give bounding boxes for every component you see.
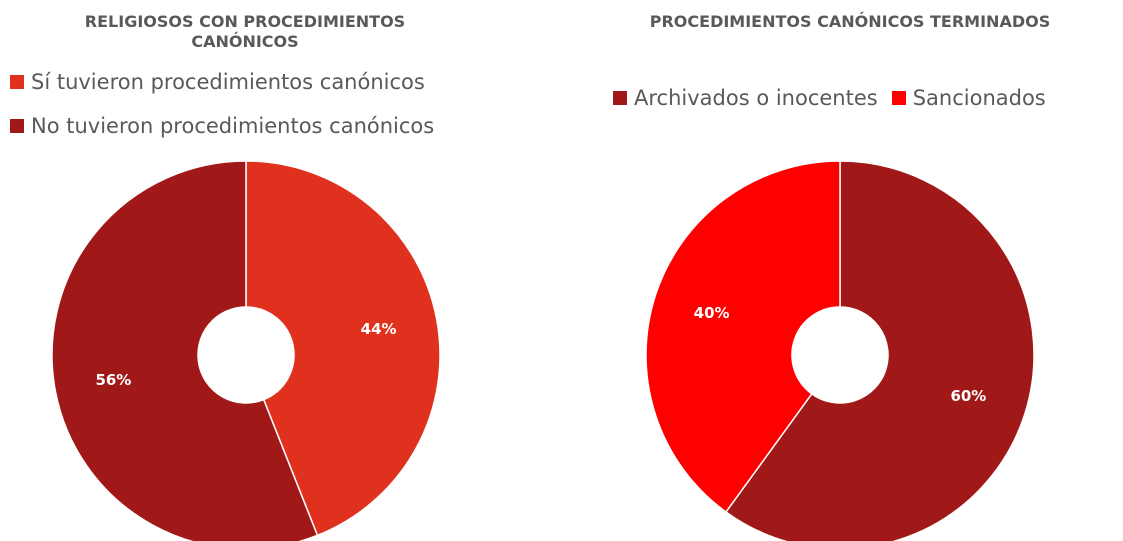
legend-swatch	[10, 75, 24, 89]
legend-label: Archivados o inocentes	[634, 86, 878, 110]
chart-title: PROCEDIMIENTOS CANÓNICOS TERMINADOS	[649, 12, 1051, 31]
legend-item: Sancionados	[891, 86, 1046, 110]
legend-item: No tuvieron procedimientos canónicos	[10, 114, 434, 138]
data-label: 44%	[361, 320, 397, 338]
legend-swatch	[891, 91, 906, 105]
legend-label: Sí tuvieron procedimientos canónicos	[31, 70, 425, 94]
legend-label: Sancionados	[912, 86, 1046, 110]
donut-slice	[51, 160, 319, 541]
legend: Archivados o inocentes Sancionados	[613, 86, 1060, 110]
donut-slice	[724, 160, 1035, 541]
legend-item: Sí tuvieron procedimientos canónicos	[10, 70, 434, 94]
data-label: 40%	[694, 304, 730, 322]
data-label: 56%	[95, 371, 131, 389]
donut-slice	[245, 160, 441, 537]
data-label: 60%	[950, 387, 986, 405]
legend: Sí tuvieron procedimientos canónicos No t…	[10, 70, 434, 158]
legend-label: No tuvieron procedimientos canónicos	[31, 114, 435, 138]
legend-swatch	[10, 119, 24, 133]
chart-title: RELIGIOSOS CON PROCEDIMIENTOS CANÓNICOS	[84, 12, 406, 51]
donut-slice	[645, 160, 841, 513]
legend-item: Archivados o inocentes	[613, 86, 878, 110]
legend-swatch	[613, 91, 627, 105]
